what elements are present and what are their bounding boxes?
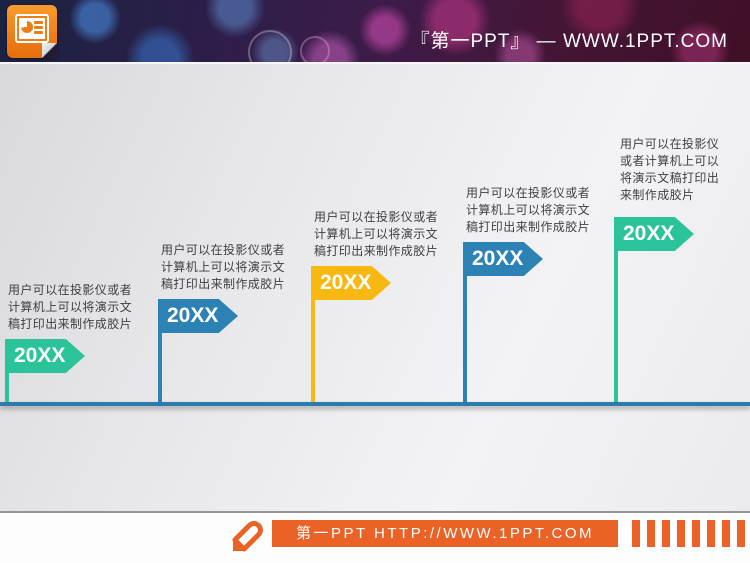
milestone-year-flag: 20XX — [311, 266, 391, 300]
powerpoint-logo-icon — [7, 5, 57, 58]
timeline-slide-area: 用户可以在投影仪或者计算机上可以将演示文稿打印出来制作成胶片 20XX 用户可以… — [0, 62, 750, 513]
timeline-axis-line — [0, 402, 750, 406]
milestone-year-flag: 20XX — [5, 339, 85, 373]
slide-thumbnail-icon — [15, 14, 49, 43]
milestone-description: 用户可以在投影仪或者计算机上可以将演示文稿打印出来制作成胶片 — [8, 283, 133, 331]
pen-logo-icon — [230, 516, 268, 554]
top-banner: 『第一PPT』 — WWW.1PPT.COM — [0, 0, 750, 74]
timeline-milestone-3: 用户可以在投影仪或者计算机上可以将演示文稿打印出来制作成胶片 20XX — [0, 64, 750, 511]
milestone-year-flag: 20XX — [158, 299, 238, 333]
milestone-connector-line — [5, 373, 9, 403]
milestone-connector-line — [311, 300, 315, 403]
barcode-decoration — [632, 520, 750, 547]
milestone-connector-line — [158, 333, 162, 403]
milestone-description: 用户可以在投影仪或者计算机上可以将演示文稿打印出来制作成胶片 — [161, 243, 286, 291]
footer-site-link[interactable]: 第一PPT HTTP://WWW.1PPT.COM — [272, 520, 618, 547]
footer-bar: 第一PPT HTTP://WWW.1PPT.COM — [0, 513, 750, 563]
milestone-year-flag: 20XX — [614, 217, 694, 251]
site-title-link[interactable]: 『第一PPT』 — WWW.1PPT.COM — [410, 31, 728, 52]
milestone-connector-line — [614, 251, 618, 403]
milestone-description: 用户可以在投影仪或者计算机上可以将演示文稿打印出来制作成胶片 — [314, 210, 439, 258]
milestone-description: 用户可以在投影仪或者计算机上可以将演示文稿打印出来制作成胶片 — [620, 137, 720, 202]
timeline-milestone-4: 用户可以在投影仪或者计算机上可以将演示文稿打印出来制作成胶片 20XX — [0, 64, 750, 511]
timeline-milestone-1: 用户可以在投影仪或者计算机上可以将演示文稿打印出来制作成胶片 20XX — [0, 64, 750, 511]
timeline-milestone-2: 用户可以在投影仪或者计算机上可以将演示文稿打印出来制作成胶片 20XX — [0, 64, 750, 511]
milestone-description: 用户可以在投影仪或者计算机上可以将演示文稿打印出来制作成胶片 — [466, 186, 591, 234]
page-fold-corner — [42, 43, 57, 58]
timeline-milestone-5: 用户可以在投影仪或者计算机上可以将演示文稿打印出来制作成胶片 20XX — [0, 64, 750, 511]
pie-chart-icon — [21, 21, 33, 33]
milestone-connector-line — [463, 276, 467, 403]
milestone-year-flag: 20XX — [463, 242, 543, 276]
